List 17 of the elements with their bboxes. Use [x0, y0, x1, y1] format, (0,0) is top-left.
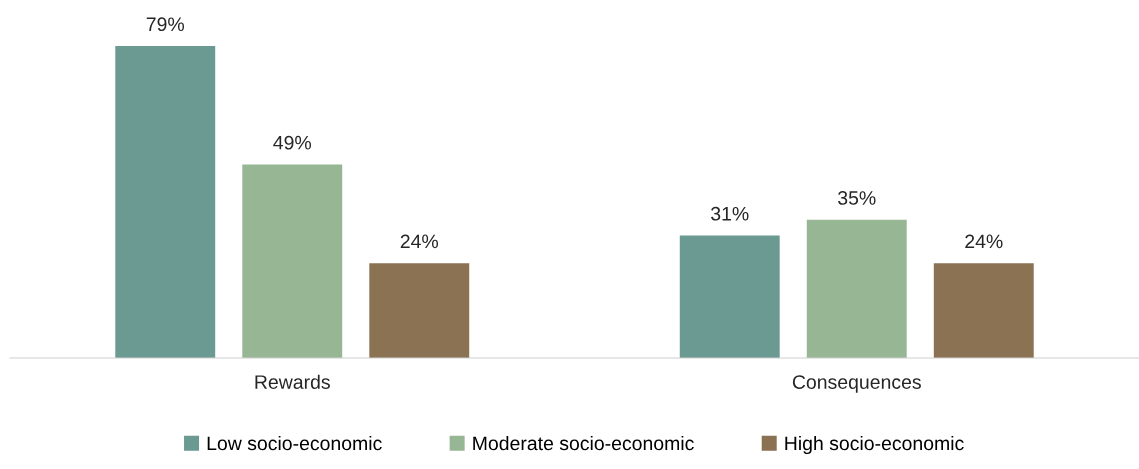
x-tick-label: Consequences	[792, 375, 921, 393]
legend-label: High socio-economic	[785, 435, 964, 455]
bar	[679, 235, 780, 358]
data-label: 49%	[273, 135, 312, 150]
data-label: 31%	[711, 206, 749, 221]
bar	[242, 164, 343, 358]
data-label: 24%	[400, 234, 439, 249]
legend-label: Low socio-economic	[207, 435, 382, 451]
bar	[369, 263, 470, 358]
x-tick-label: Rewards	[255, 374, 330, 389]
data-label: 24%	[965, 234, 1003, 249]
bar	[806, 219, 907, 358]
bar	[933, 263, 1034, 358]
data-label: 35%	[838, 191, 876, 205]
data-label: 79%	[146, 17, 185, 32]
bar	[115, 46, 216, 358]
legend-label: Moderate socio-economic	[473, 435, 694, 451]
